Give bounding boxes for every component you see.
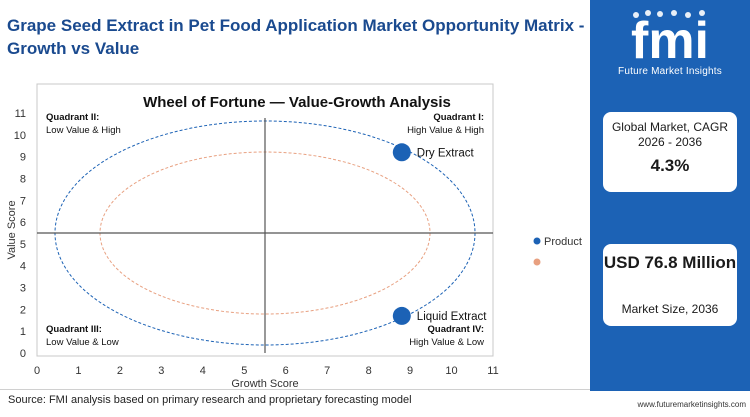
market-size-label: Market Size, 2036 [621,302,719,316]
logo-mark-5 [685,12,691,18]
legend-marker [533,237,541,245]
legend-marker [533,258,541,266]
x-tick-label: 10 [445,365,457,377]
main-panel: Grape Seed Extract in Pet Food Applicati… [7,16,585,58]
quadrant-subtitle: High Value & Low [409,337,484,348]
legend-label: Product [544,236,582,248]
footer-url[interactable]: www.futuremarketinsights.com [637,400,746,409]
y-tick-label: 6 [20,217,26,229]
cagr-label: Global Market, CAGR 2026 - 2036 [611,120,729,149]
y-tick-label: 4 [20,261,26,273]
x-tick-label: 7 [324,365,330,377]
x-tick-label: 9 [407,365,413,377]
footer-divider [0,389,750,390]
x-tick-label: 0 [34,365,40,377]
data-point-label: Dry Extract [417,147,475,159]
logo-mark-1 [633,12,639,18]
sidebar: fmi Future Market Insights Global Market… [590,0,750,391]
logo-mark-2 [645,10,651,16]
x-tick-label: 4 [200,365,206,377]
logo-mark-6 [699,10,705,16]
x-tick-label: 8 [366,365,372,377]
y-tick-label: 9 [20,152,26,164]
x-tick-label: 6 [283,365,289,377]
opportunity-matrix-chart: Wheel of Fortune — Value-Growth Analysis… [6,83,582,390]
chart-title: Wheel of Fortune — Value-Growth Analysis [143,94,451,111]
y-tick-label: 11 [15,108,26,120]
y-tick-label: 5 [20,239,26,251]
quadrant-subtitle: Low Value & Low [46,337,119,348]
x-tick-label: 5 [241,365,247,377]
logo-mark-3 [657,11,663,17]
market-size-value: USD 76.8 Million [603,253,737,272]
y-tick-label: 2 [20,304,26,316]
quadrant-title: Quadrant I: [433,112,484,123]
data-point-label: Liquid Extract [417,311,487,323]
logo-mark-4 [671,10,677,16]
y-tick-label: 0 [20,348,26,360]
quadrant-title: Quadrant III: [46,324,102,335]
source-note: Source: FMI analysis based on primary re… [8,394,412,406]
x-axis-label: Growth Score [231,378,298,390]
quadrant-subtitle: High Value & High [407,125,484,136]
x-tick-label: 3 [158,365,164,377]
market-size-card: USD 76.8 Million Market Size, 2036 [603,244,737,326]
logo-wordmark: fmi [631,12,709,70]
quadrant-title: Quadrant II: [46,112,99,123]
y-tick-label: 3 [20,283,26,295]
y-tick-label: 10 [14,130,26,142]
page-title: Grape Seed Extract in Pet Food Applicati… [7,16,585,58]
y-tick-label: 7 [20,195,26,207]
data-point[interactable] [392,306,411,325]
quadrant-subtitle: Low Value & High [46,125,121,136]
x-tick-label: 11 [487,365,498,377]
plot-frame [36,83,494,357]
x-tick-label: 2 [117,365,123,377]
y-axis-label: Value Score [6,200,18,259]
fmi-logo: fmi [631,10,709,70]
logo-tagline: Future Market Insights [618,66,722,77]
x-tick-label: 1 [75,365,81,377]
y-tick-label: 8 [20,173,26,185]
quadrant-title: Quadrant IV: [428,324,484,335]
cagr-card: Global Market, CAGR 2026 - 2036 4.3% [603,112,737,192]
y-tick-label: 1 [20,326,26,338]
cagr-value: 4.3% [650,156,690,175]
data-point[interactable] [392,143,411,162]
